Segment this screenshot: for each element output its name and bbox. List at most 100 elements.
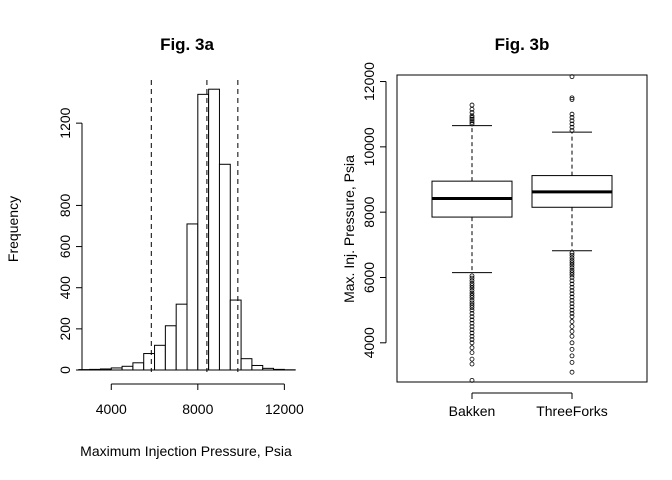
hist-y-axis-label: Frequency: [5, 196, 21, 262]
box-outlier: [569, 258, 575, 263]
hist-x-axis-label: Maximum Injection Pressure, Psia: [80, 443, 292, 459]
box-outlier: [469, 377, 475, 383]
hist-bar: [175, 303, 188, 371]
box-outlier: [569, 294, 575, 300]
box-outlier: [469, 275, 475, 281]
hist-bar: [218, 163, 231, 371]
box-outlier: [469, 118, 475, 124]
hist-bar: [273, 368, 285, 371]
hist-bar: [154, 344, 166, 371]
hist-y-tick-label: 800: [57, 194, 73, 218]
box-outlier: [569, 260, 575, 266]
box-outlier: [569, 255, 575, 261]
box-outlier: [469, 285, 475, 291]
box-y-axis: 4000 6000 8000 10000 12000: [361, 62, 387, 358]
hist-bar: [99, 368, 112, 371]
box-outlier: [469, 297, 475, 303]
box-outlier: [569, 97, 575, 102]
hist-x-tick-label: 8000: [182, 401, 213, 417]
box-outlier: [469, 324, 475, 329]
box-x-axis: Bakken ThreeForks: [449, 392, 608, 419]
box-outlier: [469, 302, 475, 308]
box-outlier: [569, 369, 575, 375]
box-outlier: [569, 121, 575, 127]
hist-x-axis: 4000 8000 12000: [96, 383, 304, 417]
hist-x-tick-label: 12000: [265, 401, 304, 417]
box-outlier: [569, 281, 575, 287]
box-outlier: [569, 95, 575, 101]
box-outlier: [469, 116, 475, 122]
box-outlier: [469, 327, 475, 333]
box-outlier: [469, 320, 475, 326]
box-outlier: [469, 293, 475, 298]
hist-reference-lines: [150, 80, 239, 372]
box-outlier: [469, 295, 475, 301]
hist-bar: [110, 367, 123, 371]
hist-bar: [208, 88, 220, 371]
box-outlier: [469, 317, 475, 323]
box-outlier: [469, 273, 475, 279]
box-outlier: [469, 340, 475, 346]
box-outlier: [469, 280, 475, 286]
hist-y-tick-label: 600: [57, 235, 73, 259]
box-outlier: [569, 311, 575, 316]
box-outlier: [569, 272, 575, 278]
box-outlier: [569, 301, 575, 307]
box-outlier: [569, 324, 575, 329]
hist-bar: [132, 362, 145, 371]
box-outlier: [469, 119, 475, 125]
box-outlier: [569, 284, 575, 290]
box-outlier: [469, 311, 475, 316]
box-outlier: [569, 360, 575, 365]
hist-title: Fig. 3a: [160, 35, 214, 54]
box-outlier: [469, 110, 475, 115]
box-outlier: [569, 267, 575, 273]
box-outlier: [569, 270, 575, 275]
hist-y-tick-label: 1200: [57, 107, 73, 138]
box-outlier: [569, 307, 575, 313]
box-outlier: [469, 115, 475, 120]
box-outlier: [469, 345, 475, 351]
box-x-tick-label: ThreeForks: [536, 403, 608, 419]
box-outlier: [569, 314, 575, 320]
box-outlier: [569, 74, 575, 80]
box-outlier: [569, 128, 575, 133]
box-marks: [431, 74, 613, 383]
box-outlier: [569, 340, 575, 346]
box-outlier: [469, 113, 475, 119]
hist-bar: [262, 367, 275, 371]
box-y-tick-label: 6000: [361, 262, 377, 293]
box-plot-frame: [396, 74, 648, 383]
hist-bar: [251, 364, 264, 371]
box-outlier: [569, 124, 575, 130]
box-outlier: [469, 290, 475, 296]
box-outlier: [469, 283, 475, 289]
box-outlier: [569, 333, 575, 339]
box-outlier: [569, 288, 575, 293]
box-y-tick-label: 12000: [361, 62, 377, 101]
box-outlier: [469, 361, 475, 367]
hist-y-tick-label: 400: [57, 276, 73, 300]
box-outlier: [569, 111, 575, 117]
box-outlier: [469, 300, 475, 306]
box-y-tick-label: 8000: [361, 196, 377, 227]
box-outlier: [469, 330, 475, 336]
box-outlier: [569, 250, 575, 256]
box-outlier: [469, 307, 475, 313]
box-outlier: [469, 314, 475, 320]
box-outlier: [469, 288, 475, 293]
box-title: Fig. 3b: [495, 35, 550, 54]
box-outlier: [569, 265, 575, 271]
hist-bar: [240, 358, 253, 371]
hist-bar: [229, 299, 242, 371]
box-outlier: [469, 305, 475, 310]
box-outlier: [569, 278, 575, 284]
hist-bar: [186, 223, 199, 371]
hist-bar: [143, 353, 156, 371]
box-y-tick-label: 4000: [361, 327, 377, 358]
box-y-axis-label: Max. Inj. Pressure, Psia: [341, 155, 357, 303]
box-outlier: [569, 346, 575, 352]
hist-bar: [121, 365, 134, 371]
hist-bar: [89, 368, 101, 371]
